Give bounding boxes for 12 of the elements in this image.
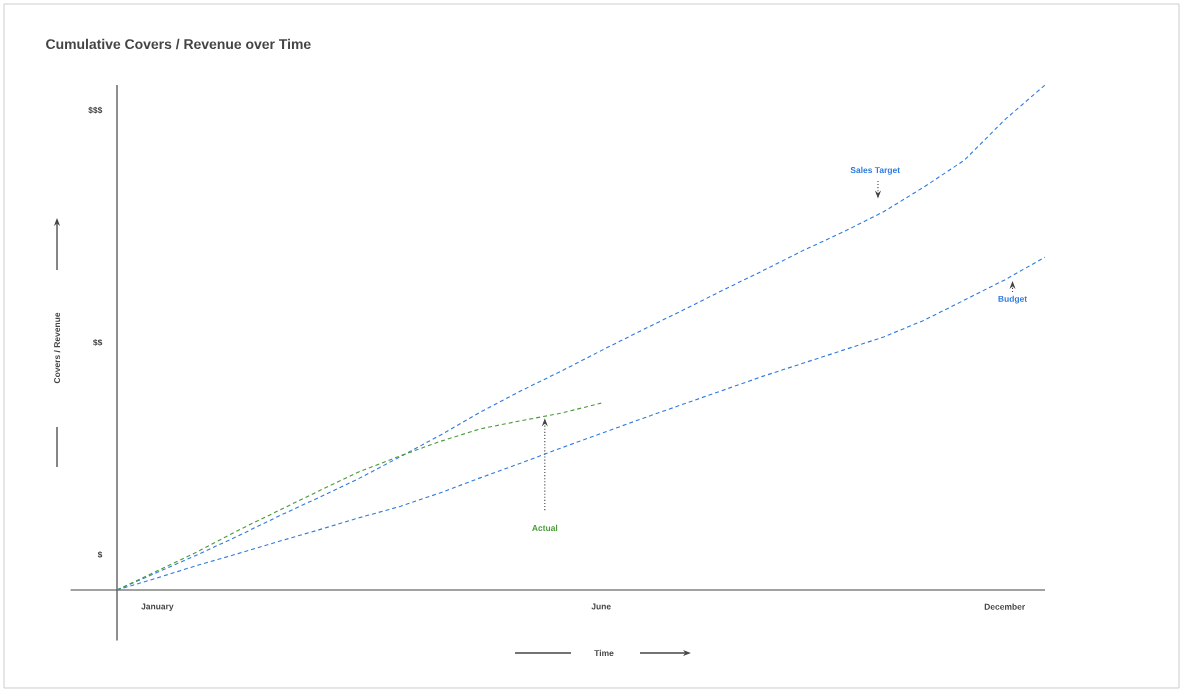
x-axis-title: Time bbox=[594, 649, 614, 657]
series-label: Budget bbox=[998, 295, 1028, 304]
x-tick-label: January bbox=[141, 603, 174, 612]
chart-title: Cumulative Covers / Revenue over Time bbox=[46, 38, 311, 50]
x-tick-label: December bbox=[984, 603, 1026, 610]
text: Actual bbox=[532, 524, 558, 531]
annotation: $$$ bbox=[88, 106, 103, 114]
annotation: $ bbox=[97, 551, 103, 559]
text: Sales Target bbox=[850, 166, 900, 175]
annotation: $$ bbox=[93, 339, 103, 346]
y-axis-title: Covers / Revenue bbox=[53, 312, 61, 384]
x-tick-label: June bbox=[591, 603, 611, 610]
